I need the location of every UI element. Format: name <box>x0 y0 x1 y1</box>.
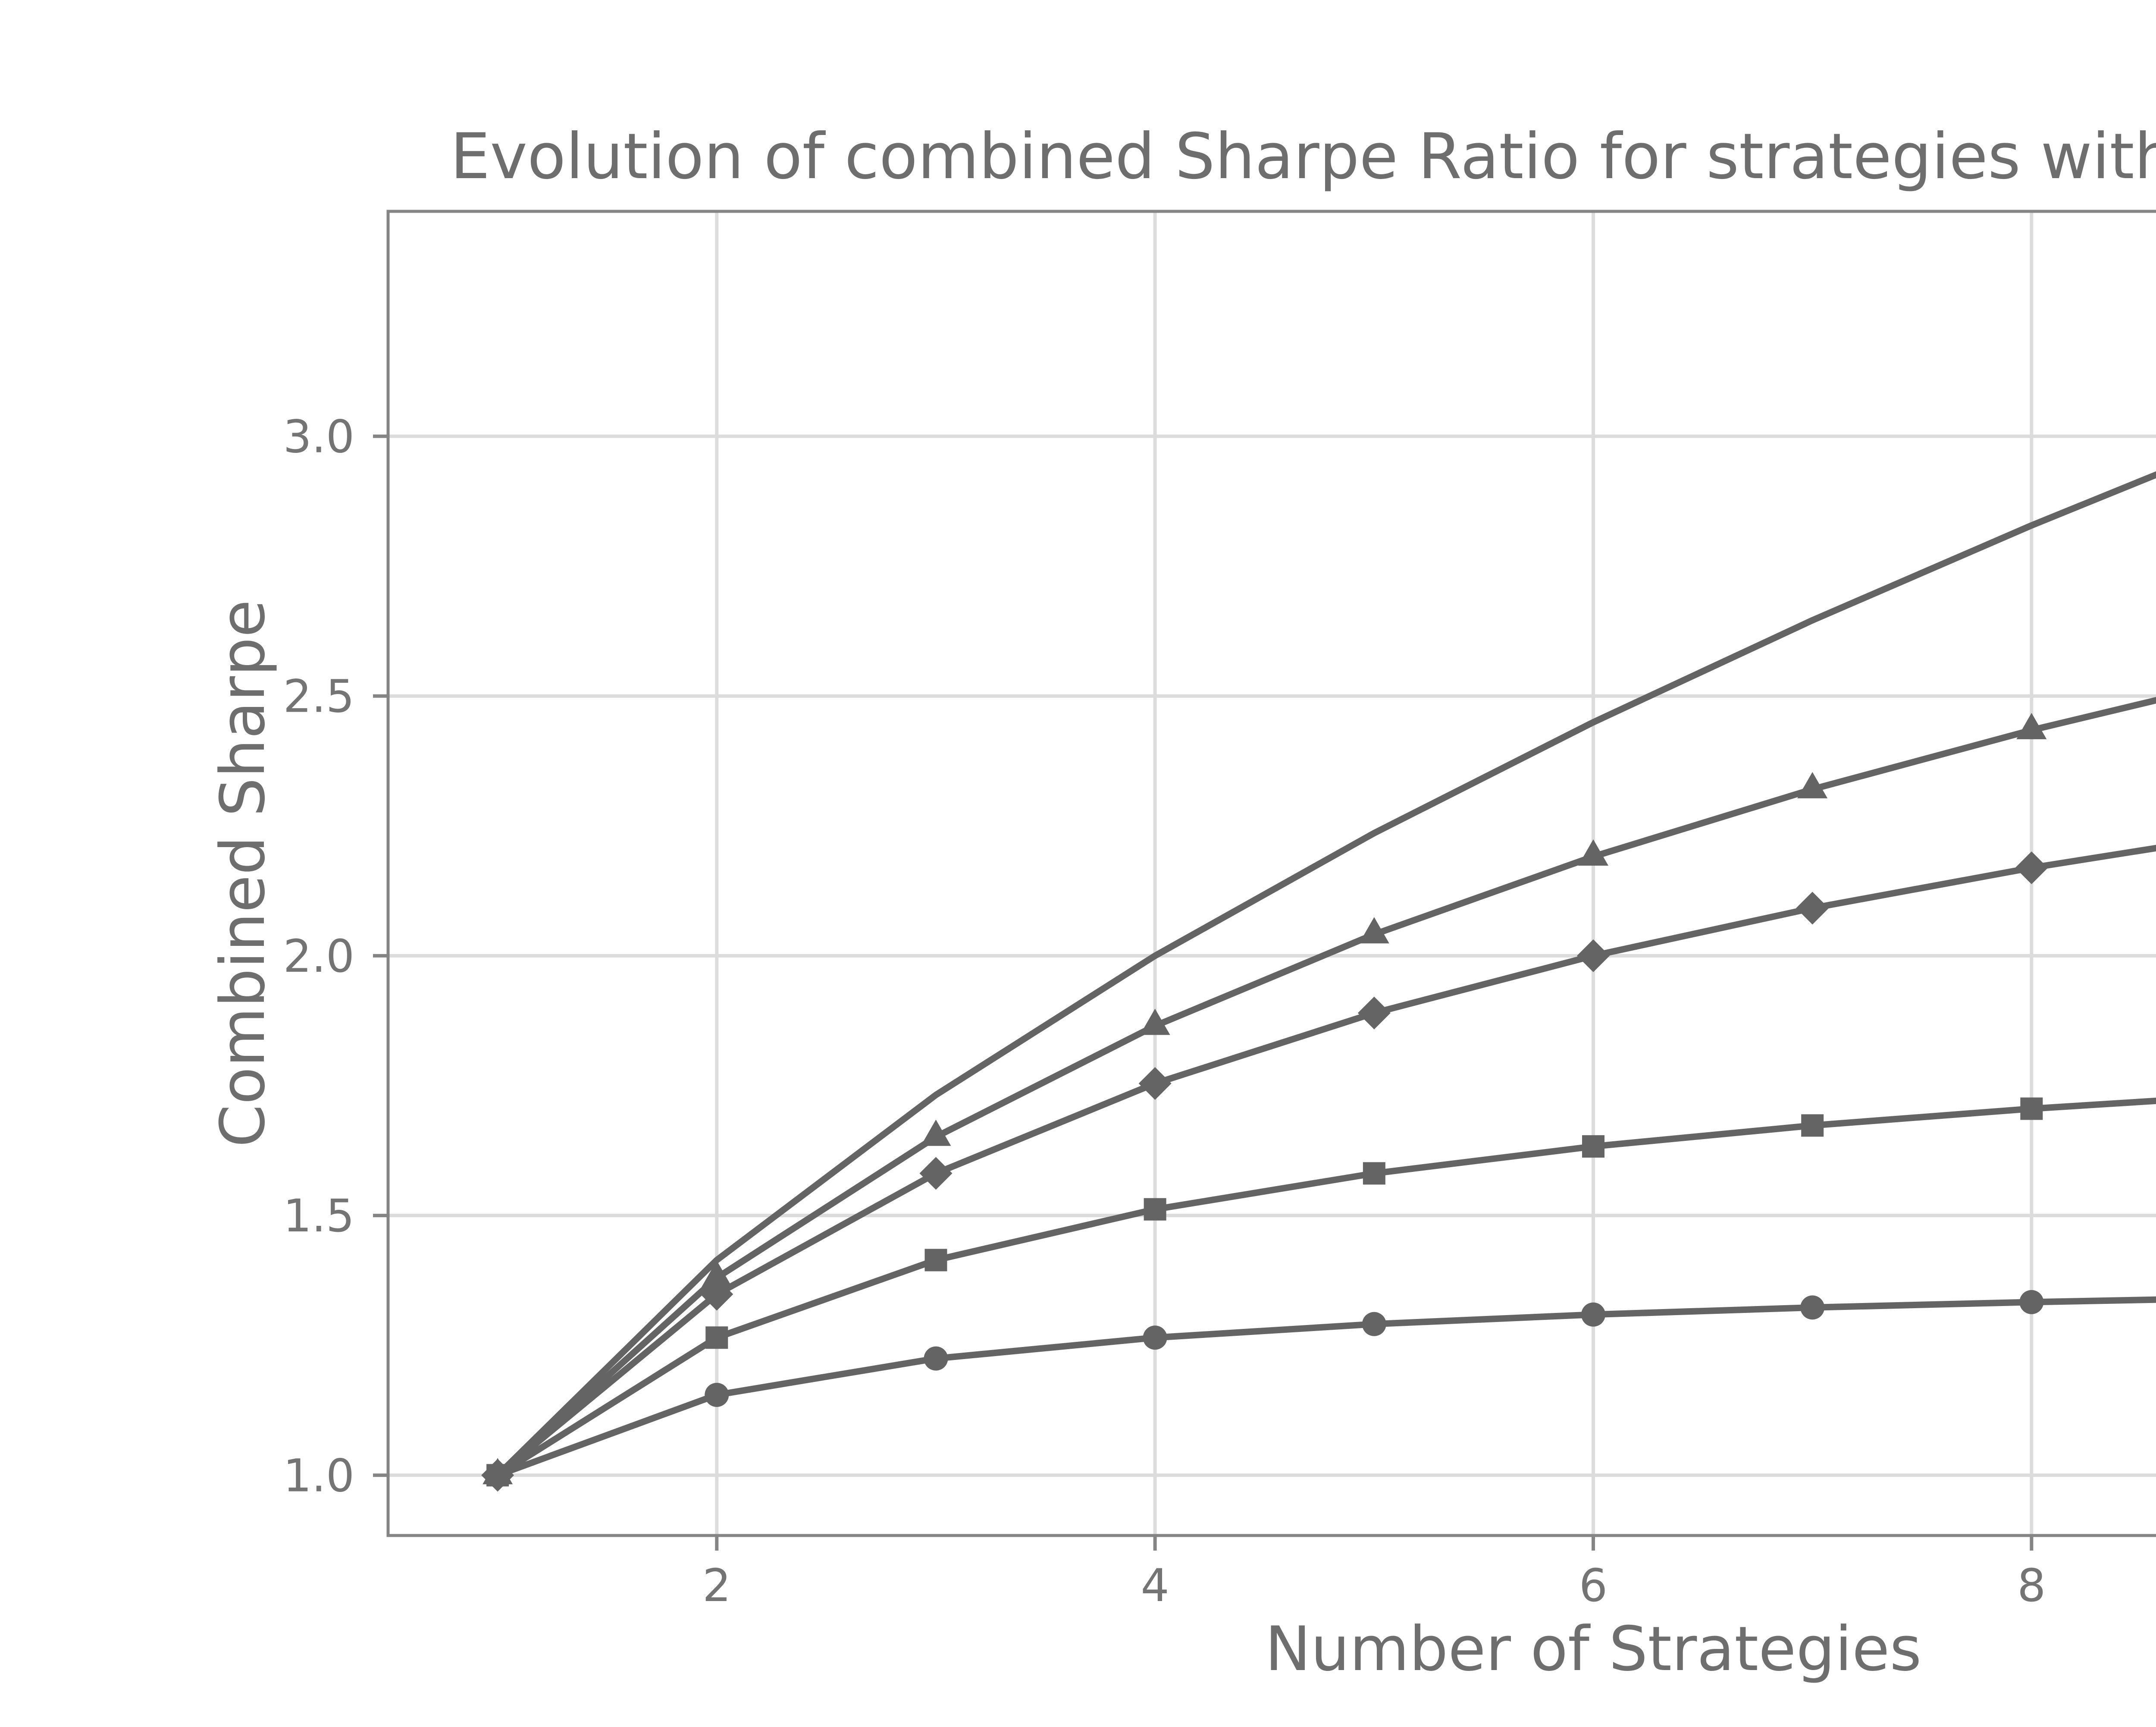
marker-diamond-rho-0p1-n7 <box>1796 892 1829 925</box>
marker-diamond-rho-0p1-n8 <box>2015 851 2048 884</box>
marker-circle-rho-0p5-n6 <box>1581 1302 1605 1327</box>
marker-diamond-rho-0p1-n3 <box>919 1157 953 1190</box>
x-tick-label-2: 2 <box>702 1559 731 1612</box>
data-series <box>481 471 2156 1492</box>
marker-triangle-up-rho-0p05-n6 <box>1578 839 1608 866</box>
marker-triangle-up-rho-0p05-n7 <box>1797 772 1828 798</box>
marker-circle-rho-0p5-n3 <box>924 1346 948 1371</box>
marker-circle-rho-0p5-n8 <box>2019 1290 2044 1314</box>
marker-square-rho-0p25-n2 <box>705 1326 728 1349</box>
marker-square-rho-0p25-n3 <box>924 1249 947 1272</box>
marker-circle-rho-0p5-n5 <box>1362 1312 1386 1336</box>
marker-triangle-up-rho-0p05-n3 <box>921 1119 951 1146</box>
x-tick-label-8: 8 <box>2017 1559 2046 1612</box>
series-line-rho-0 <box>495 471 2156 1478</box>
marker-square-rho-0p25-n6 <box>1582 1135 1604 1158</box>
marker-diamond-rho-0p1-n6 <box>1577 939 1610 972</box>
axis-tick-labels: 2468101.01.52.02.53.0 <box>283 411 2046 1612</box>
marker-triangle-up-rho-0p05-n5 <box>1359 917 1389 944</box>
marker-circle-rho-0p5-n4 <box>1143 1325 1167 1350</box>
x-axis-label: Number of Strategies <box>1265 1614 1922 1685</box>
y-axis-label: Combined Sharpe <box>207 600 279 1147</box>
marker-square-rho-0p25-n7 <box>1801 1114 1824 1137</box>
marker-square-rho-0p25-n5 <box>1363 1162 1385 1185</box>
x-tick-label-4: 4 <box>1141 1559 1169 1612</box>
marker-triangle-up-rho-0p05-n2 <box>702 1260 732 1287</box>
marker-square-rho-0p25-n4 <box>1144 1198 1166 1221</box>
gridlines <box>388 211 2156 1535</box>
y-tick-label-2: 2.0 <box>283 930 354 983</box>
y-tick-label-2.5: 2.5 <box>283 670 354 723</box>
series-line-rho-0p1 <box>495 845 2156 1478</box>
marker-triangle-up-rho-0p05-n4 <box>1140 1008 1170 1035</box>
axis-tick-marks <box>373 434 2034 1551</box>
y-tick-label-1.5: 1.5 <box>283 1190 354 1242</box>
marker-circle-rho-0p5-n1 <box>486 1463 510 1488</box>
marker-circle-rho-0p5-n7 <box>1800 1295 1825 1320</box>
marker-circle-rho-0p5-n2 <box>705 1382 729 1407</box>
series-line-rho-0p5 <box>496 1296 2156 1479</box>
marker-square-rho-0p25-n8 <box>2020 1097 2043 1120</box>
y-tick-label-1: 1.0 <box>283 1449 354 1502</box>
marker-diamond-rho-0p1-n5 <box>1357 996 1391 1030</box>
marker-triangle-up-rho-0p05-n8 <box>2016 713 2047 739</box>
x-tick-label-6: 6 <box>1579 1559 1608 1612</box>
marker-diamond-rho-0p1-n4 <box>1138 1067 1172 1100</box>
y-tick-label-3: 3.0 <box>283 411 354 463</box>
marker-diamond-rho-0p1-n2 <box>700 1278 733 1311</box>
chart-title: Evolution of combined Sharpe Ratio for s… <box>450 120 2156 193</box>
